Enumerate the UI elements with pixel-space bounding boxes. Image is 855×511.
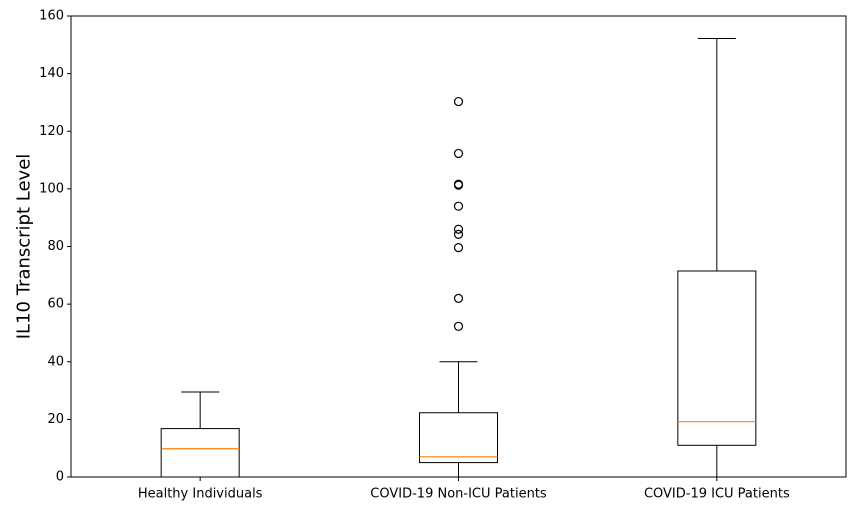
y-tick-label: 100 [39, 181, 64, 196]
outlier-point [453, 229, 464, 239]
y-tick-label: 20 [47, 412, 64, 427]
box-group [160, 391, 240, 478]
y-tick-label: 80 [47, 239, 64, 254]
plot-content [160, 37, 757, 478]
y-axis: 0 20 40 60 80 100 120 140 160 [39, 9, 71, 485]
iqr-box [419, 412, 498, 464]
outlier-point [453, 224, 464, 234]
y-tick-label: 60 [47, 297, 64, 312]
outlier-point [453, 179, 464, 189]
y-tick-label: 0 [56, 470, 64, 485]
y-axis-label: IL10 Transcript Level [14, 154, 35, 340]
x-tick-label: COVID-19 ICU Patients [644, 487, 790, 502]
x-axis: Healthy Individuals COVID-19 Non-ICU Pati… [138, 477, 790, 502]
outlier-point [453, 293, 464, 303]
outlier-point [453, 96, 464, 107]
y-tick-label: 160 [39, 9, 64, 24]
box-group [419, 96, 498, 478]
outlier-point [453, 148, 464, 159]
x-tick-label: COVID-19 Non-ICU Patients [370, 487, 547, 502]
outlier-point [453, 201, 464, 211]
box-group [677, 37, 757, 478]
y-tick-label: 120 [39, 124, 64, 139]
iqr-box [160, 428, 240, 478]
y-tick-label: 140 [39, 66, 64, 81]
outlier-point [453, 321, 464, 331]
iqr-box [677, 270, 757, 446]
y-tick-label: 40 [47, 354, 64, 369]
x-tick-label: Healthy Individuals [138, 487, 263, 502]
outlier-point [453, 243, 464, 253]
